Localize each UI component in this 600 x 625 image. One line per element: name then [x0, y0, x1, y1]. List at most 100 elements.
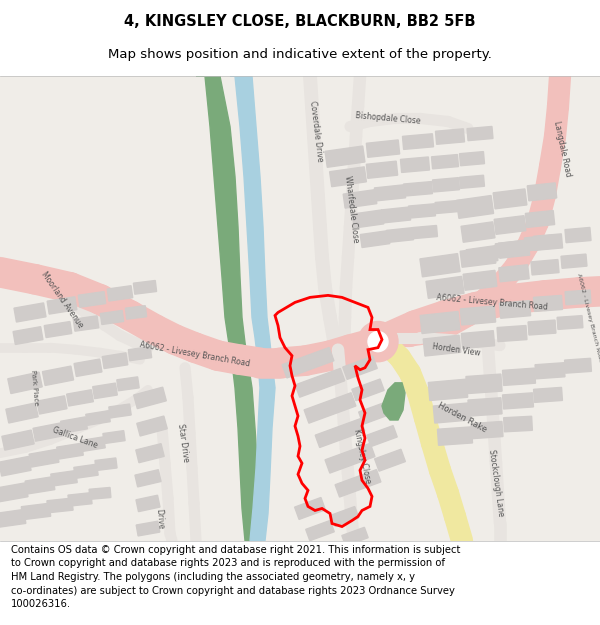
Bar: [498, 240, 530, 258]
Bar: [89, 488, 111, 499]
Bar: [295, 498, 325, 519]
Bar: [295, 368, 345, 398]
Bar: [503, 393, 533, 409]
Bar: [57, 443, 83, 459]
Bar: [367, 161, 398, 178]
Bar: [386, 228, 413, 242]
Bar: [78, 292, 106, 307]
Bar: [431, 154, 458, 169]
Bar: [93, 383, 117, 399]
Bar: [460, 152, 484, 166]
Bar: [0, 509, 26, 528]
Bar: [433, 177, 460, 192]
Bar: [460, 175, 484, 188]
Bar: [400, 157, 430, 172]
Bar: [561, 254, 587, 268]
Bar: [6, 403, 38, 423]
Text: Gallica Lane: Gallica Lane: [52, 426, 98, 451]
Bar: [533, 234, 563, 251]
Bar: [136, 495, 160, 512]
Bar: [403, 134, 434, 149]
Text: Horden Rake: Horden Rake: [436, 401, 488, 435]
Bar: [61, 417, 88, 433]
Bar: [460, 247, 496, 268]
Bar: [409, 204, 436, 218]
Text: A6062 - Livesey Branch Road: A6062 - Livesey Branch Road: [436, 293, 548, 312]
Bar: [423, 335, 461, 356]
Bar: [0, 483, 28, 502]
Text: Park Place: Park Place: [31, 370, 40, 406]
Bar: [74, 464, 98, 478]
Bar: [499, 265, 529, 282]
Bar: [460, 306, 496, 325]
Bar: [13, 327, 43, 344]
Bar: [43, 366, 74, 386]
Bar: [352, 210, 384, 228]
Bar: [531, 259, 559, 275]
Bar: [533, 388, 562, 402]
Text: Stockclough Lane: Stockclough Lane: [487, 449, 505, 518]
Text: Coverdale Drive: Coverdale Drive: [308, 101, 324, 162]
Bar: [109, 404, 131, 418]
Text: 4, KINGSLEY CLOSE, BLACKBURN, BB2 5FB: 4, KINGSLEY CLOSE, BLACKBURN, BB2 5FB: [124, 14, 476, 29]
Bar: [103, 431, 125, 444]
Bar: [565, 358, 592, 373]
Bar: [315, 419, 365, 447]
Text: Drive: Drive: [155, 508, 166, 529]
Bar: [471, 421, 503, 439]
Bar: [557, 316, 583, 329]
Bar: [420, 311, 460, 334]
Bar: [374, 185, 406, 201]
Circle shape: [368, 331, 388, 352]
Bar: [134, 388, 166, 409]
Bar: [359, 402, 391, 424]
Bar: [367, 426, 397, 447]
Bar: [133, 281, 157, 294]
Bar: [565, 228, 591, 242]
Bar: [565, 290, 591, 305]
Bar: [467, 126, 493, 141]
Bar: [526, 211, 554, 227]
Bar: [74, 359, 102, 376]
Bar: [125, 306, 146, 319]
Bar: [51, 471, 77, 486]
Text: Kingsley Close: Kingsley Close: [352, 428, 373, 484]
Polygon shape: [382, 383, 405, 420]
Bar: [343, 356, 377, 379]
Bar: [128, 347, 152, 361]
Bar: [360, 231, 390, 248]
Bar: [67, 390, 94, 406]
Bar: [325, 146, 365, 168]
Bar: [137, 416, 167, 436]
Bar: [493, 189, 527, 209]
Bar: [499, 301, 530, 318]
Bar: [435, 201, 461, 214]
Text: Star Drive: Star Drive: [176, 423, 190, 463]
Bar: [352, 379, 384, 401]
Bar: [2, 430, 34, 450]
Bar: [135, 470, 161, 487]
Circle shape: [358, 321, 398, 362]
Bar: [433, 403, 470, 423]
Bar: [14, 303, 46, 322]
Bar: [494, 216, 526, 234]
Bar: [524, 235, 551, 251]
Bar: [136, 521, 160, 536]
Bar: [382, 207, 410, 223]
Text: Map shows position and indicative extent of the property.: Map shows position and indicative extent…: [108, 48, 492, 61]
Bar: [533, 296, 562, 311]
Text: A6062 - Livesey Branch Road: A6062 - Livesey Branch Road: [577, 272, 600, 362]
Text: Contains OS data © Crown copyright and database right 2021. This information is : Contains OS data © Crown copyright and d…: [11, 545, 460, 609]
Polygon shape: [230, 76, 275, 541]
Bar: [8, 372, 42, 394]
Bar: [25, 477, 55, 494]
Bar: [29, 449, 59, 467]
Bar: [413, 226, 437, 239]
Bar: [367, 140, 400, 158]
Bar: [282, 348, 334, 378]
Bar: [342, 528, 368, 546]
Bar: [304, 392, 356, 423]
Bar: [68, 492, 92, 506]
Bar: [47, 498, 73, 512]
Bar: [306, 521, 334, 541]
